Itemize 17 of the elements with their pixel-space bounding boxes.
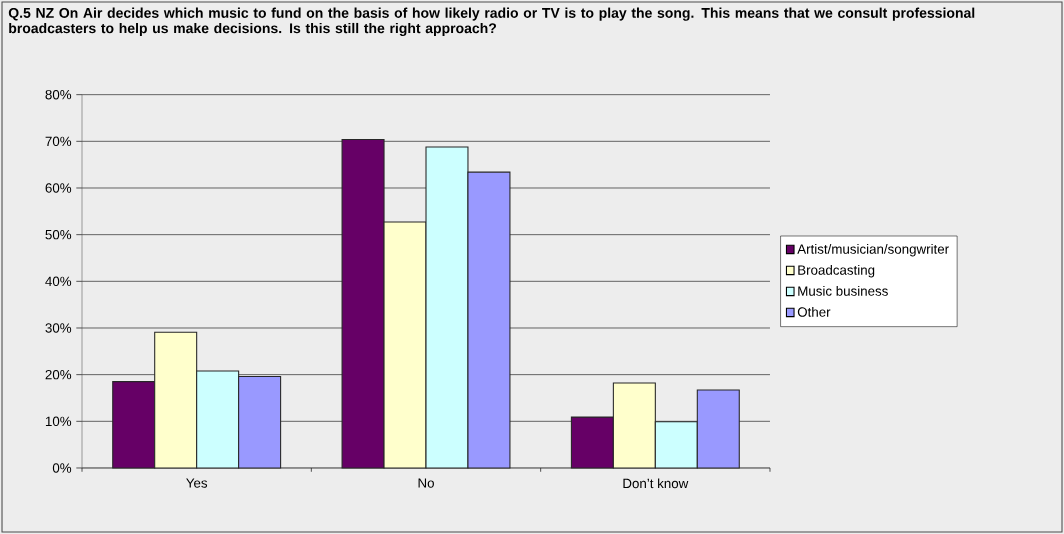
y-tick-label: 60% [45,183,72,193]
y-tick-label: 20% [45,369,72,380]
chart-title: Q.5 NZ On Air decides which music to fund on the basis of how likely radio or TV is to play the song. This means that we consult professional broadcasters to help us make decisions. Is this still the right approach? [8,7,975,37]
y-tick-label: 0% [52,463,72,473]
x-tick-label: No [418,478,434,488]
legend-label: Other [797,306,831,317]
y-tick-label: 40% [45,276,72,287]
y-tick-label: 50% [45,229,72,240]
x-tick-label: Don’t know [623,478,689,489]
y-tick-label: 30% [45,323,72,333]
y-tick-label: 10% [45,416,72,427]
y-tick-label: 70% [45,136,72,147]
x-tick-label: Yes [186,478,208,488]
legend-label: Music business [798,285,888,296]
legend-label: Broadcasting [798,265,875,278]
y-tick-label: 80% [45,89,72,100]
legend-label: Artist/musician/songwriter [797,244,949,257]
